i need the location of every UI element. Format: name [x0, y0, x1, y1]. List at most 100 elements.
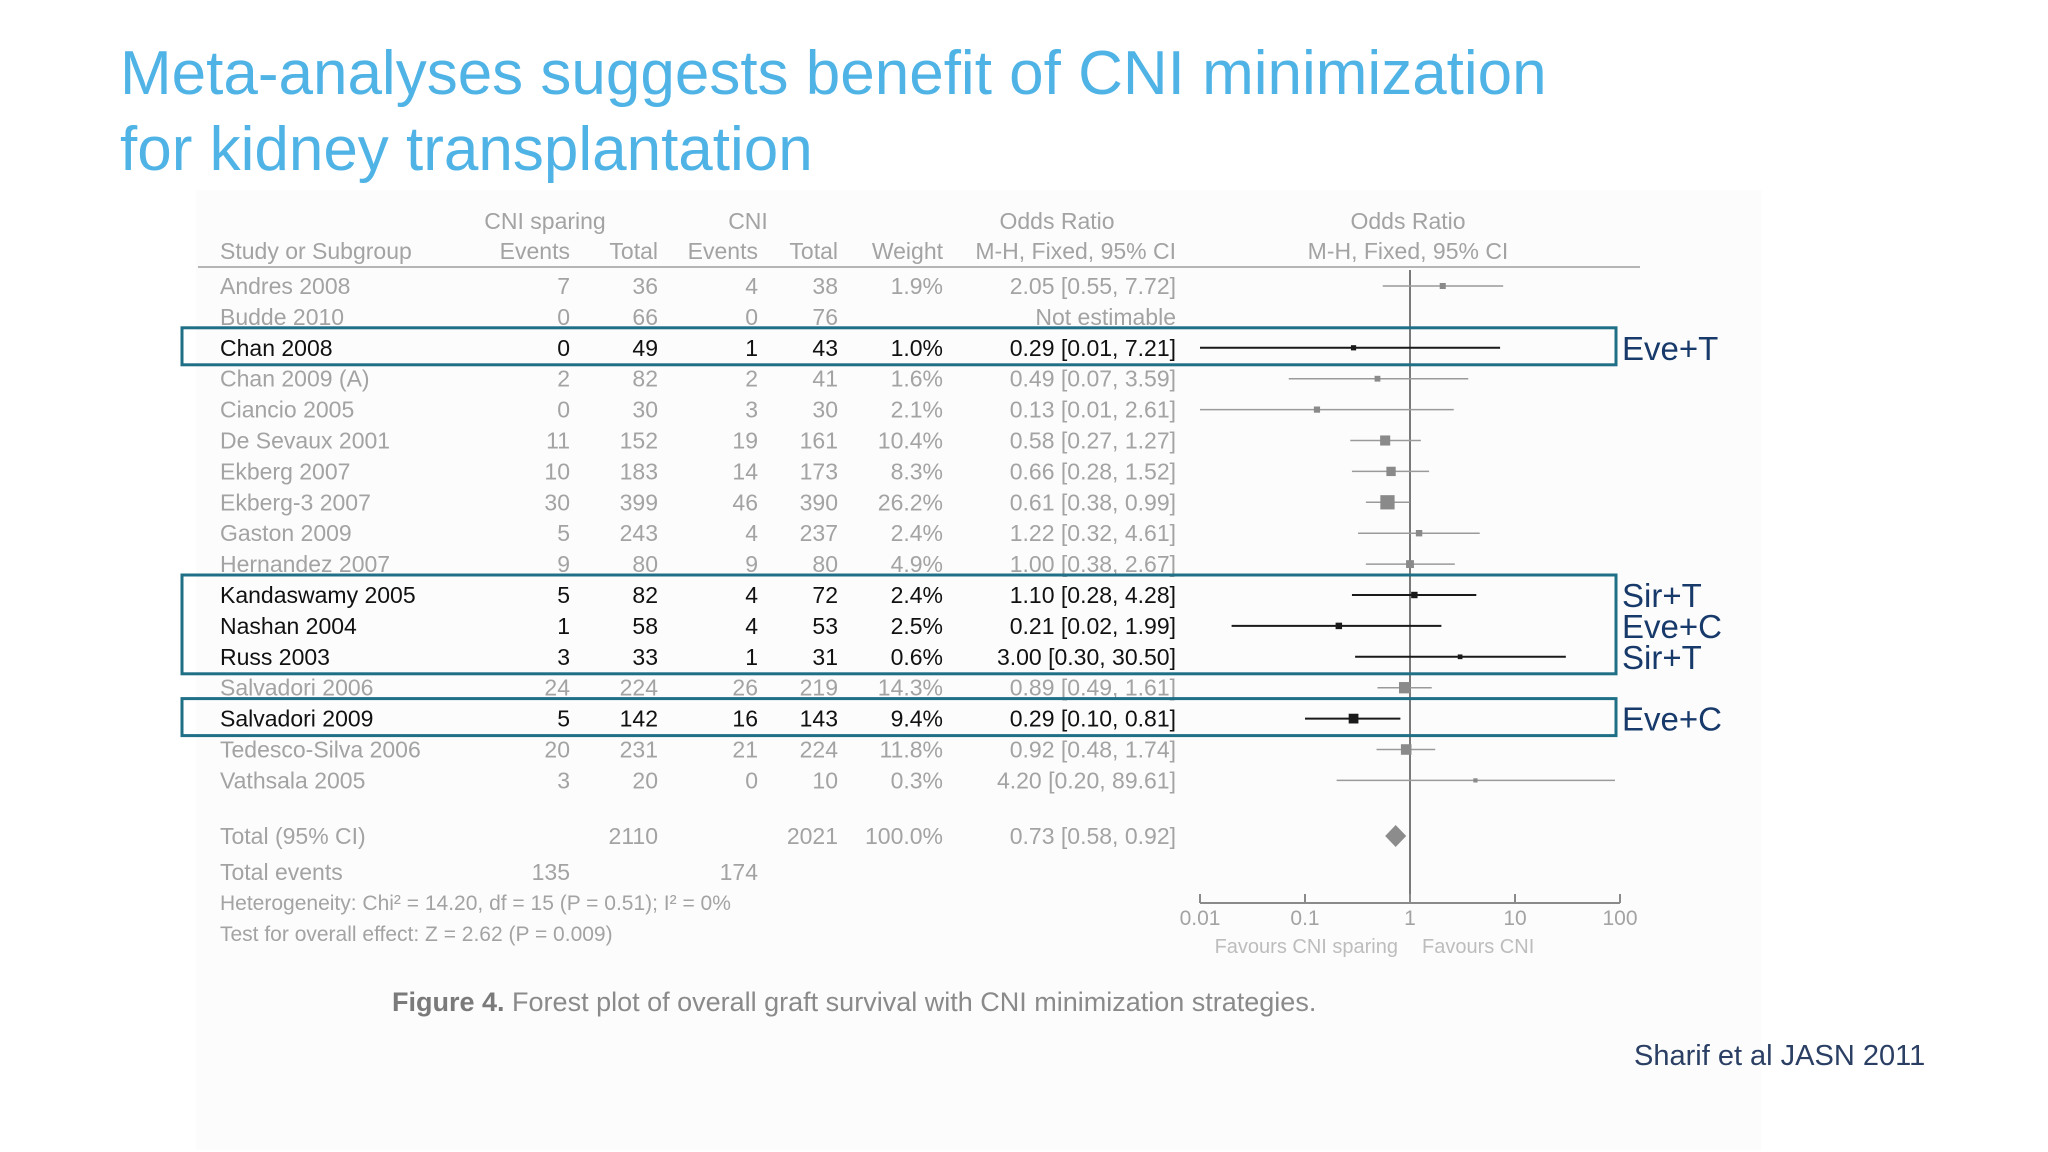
- table-row: Andres 2008 7 36 4 38 1.9% 2.05 [0.55, 7.72]: [220, 273, 1176, 299]
- row-weight: 1.0%: [891, 335, 943, 361]
- or-marker: [1380, 495, 1395, 510]
- table-row: Ekberg-3 2007 30 399 46 390 26.2% 0.61 [0.38, …: [220, 489, 1176, 515]
- row-ci-text: 0.66 [0.28, 1.52]: [1010, 458, 1176, 484]
- or-marker: [1439, 282, 1446, 290]
- row-ci-text: 0.21 [0.02, 1.99]: [1010, 613, 1176, 639]
- table-row: Nashan 2004 1 58 4 53 2.5% 0.21 [0.02, 1.99]: [220, 613, 1176, 639]
- row-total-1: 82: [632, 582, 658, 608]
- header-events-1: Events: [500, 238, 570, 264]
- row-study: Ekberg-3 2007: [220, 489, 371, 515]
- row-study: Ekberg 2007: [220, 458, 350, 484]
- total-diamond: [1385, 825, 1407, 847]
- header-weight: Weight: [872, 238, 944, 264]
- table-row: Ciancio 2005 0 30 3 30 2.1% 0.13 [0.01, 2.61]: [220, 397, 1176, 423]
- row-events-1: 11: [546, 428, 570, 454]
- figure-caption-label: Figure 4.: [392, 987, 505, 1017]
- row-ci-text: 1.10 [0.28, 4.28]: [1010, 582, 1176, 608]
- total-total-2: 2021: [787, 823, 838, 849]
- row-weight: 26.2%: [878, 489, 943, 515]
- table-row: Russ 2003 3 33 1 31 0.6% 3.00 [0.30, 30.50]: [220, 644, 1176, 670]
- row-study: Andres 2008: [220, 273, 350, 299]
- row-weight: 10.4%: [878, 428, 943, 454]
- row-total-2: 224: [800, 737, 839, 763]
- total-label: Total (95% CI): [220, 823, 366, 849]
- row-total-1: 30: [632, 397, 658, 423]
- row-study: Nashan 2004: [220, 613, 357, 639]
- total-row: Total (95% CI) 2110 2021 100.0% 0.73 [0.58, …: [220, 823, 1176, 849]
- table-row: De Sevaux 2001 11 152 19 161 10.4% 0.58 [0.27,…: [220, 428, 1176, 454]
- highlight-box-salvadori-2009: [180, 697, 1618, 738]
- or-marker: [1386, 466, 1396, 477]
- row-total-1: 20: [632, 767, 658, 793]
- row-weight: 2.1%: [891, 397, 943, 423]
- row-events-1: 1: [557, 613, 570, 639]
- row-total-1: 66: [632, 304, 658, 330]
- x-axis-tick-label: 1: [1404, 907, 1416, 930]
- header-total-1: Total: [609, 238, 658, 264]
- table-row: Salvadori 2009 5 142 16 143 9.4% 0.29 [0.10, 0…: [220, 706, 1176, 732]
- figure-background: [196, 190, 1761, 1150]
- row-total-1: 399: [620, 489, 658, 515]
- row-ci-text: 1.00 [0.38, 2.67]: [1010, 551, 1176, 577]
- row-events-1: 0: [557, 397, 570, 423]
- row-weight: 2.4%: [891, 582, 943, 608]
- row-total-2: 38: [812, 273, 838, 299]
- row-events-2: 46: [732, 489, 758, 515]
- row-events-1: 10: [544, 458, 570, 484]
- row-study: Vathsala 2005: [220, 767, 365, 793]
- row-total-1: 58: [632, 613, 658, 639]
- annotation-label: Sir+T: [1622, 577, 1702, 614]
- table-row: Vathsala 2005 3 20 0 10 0.3% 4.20 [0.20, 89.61…: [220, 767, 1176, 793]
- or-marker: [1335, 622, 1343, 630]
- header-cni: CNI: [728, 208, 768, 234]
- row-ci-text: 2.05 [0.55, 7.72]: [1010, 273, 1176, 299]
- row-ci-text: 0.89 [0.49, 1.61]: [1010, 675, 1176, 701]
- slide-title-line-1: Meta-analyses suggests benefit of CNI mi…: [120, 39, 1547, 108]
- annotation-label: Eve+C: [1622, 701, 1722, 738]
- row-total-2: 30: [812, 397, 838, 423]
- row-events-2: 26: [732, 675, 758, 701]
- or-marker: [1374, 375, 1381, 382]
- citation: Sharif et al JASN 2011: [1634, 1040, 1926, 1072]
- table-row: Gaston 2009 5 243 4 237 2.4% 1.22 [0.32, 4.61]: [220, 520, 1176, 546]
- or-marker: [1411, 591, 1418, 599]
- row-ci-text: 1.22 [0.32, 4.61]: [1010, 520, 1176, 546]
- row-events-2: 19: [732, 428, 758, 454]
- row-total-1: 49: [632, 335, 658, 361]
- row-study: Russ 2003: [220, 644, 330, 670]
- row-events-2: 9: [745, 551, 758, 577]
- row-events-2: 0: [745, 304, 758, 330]
- row-events-2: 2: [745, 366, 758, 392]
- row-events-1: 20: [544, 737, 570, 763]
- table-row: Kandaswamy 2005 5 82 4 72 2.4% 1.10 [0.28, 4.2…: [220, 582, 1176, 608]
- row-study: Kandaswamy 2005: [220, 582, 416, 608]
- row-ci-text: 0.58 [0.27, 1.27]: [1010, 428, 1176, 454]
- row-ci-text: 0.92 [0.48, 1.74]: [1010, 737, 1176, 763]
- row-study: Salvadori 2006: [220, 675, 373, 701]
- row-study: Hernandez 2007: [220, 551, 390, 577]
- or-marker: [1400, 744, 1412, 755]
- total-events-1: 135: [532, 859, 570, 885]
- row-ci-text: 4.20 [0.20, 89.61]: [997, 767, 1176, 793]
- row-weight: 9.4%: [891, 706, 943, 732]
- x-axis-right-label: Favours CNI: [1422, 936, 1534, 958]
- row-total-2: 72: [812, 582, 838, 608]
- header-events-2: Events: [688, 238, 758, 264]
- or-marker: [1473, 778, 1478, 783]
- row-weight: 2.4%: [891, 520, 943, 546]
- row-study: Chan 2009 (A): [220, 366, 370, 392]
- row-ci-text: 0.29 [0.10, 0.81]: [1010, 706, 1176, 732]
- row-total-2: 173: [800, 458, 838, 484]
- row-study: Gaston 2009: [220, 520, 352, 546]
- row-total-2: 237: [800, 520, 838, 546]
- total-total-1: 2110: [609, 823, 658, 849]
- row-study: De Sevaux 2001: [220, 428, 390, 454]
- table-row: Tedesco-Silva 2006 20 231 21 224 11.8% 0.92 [0…: [220, 737, 1176, 763]
- row-ci-text: 0.61 [0.38, 0.99]: [1010, 489, 1176, 515]
- row-weight: 11.8%: [879, 737, 943, 763]
- row-events-2: 4: [745, 582, 758, 608]
- row-events-1: 7: [557, 273, 570, 299]
- x-axis-tick-label: 0.01: [1180, 907, 1221, 930]
